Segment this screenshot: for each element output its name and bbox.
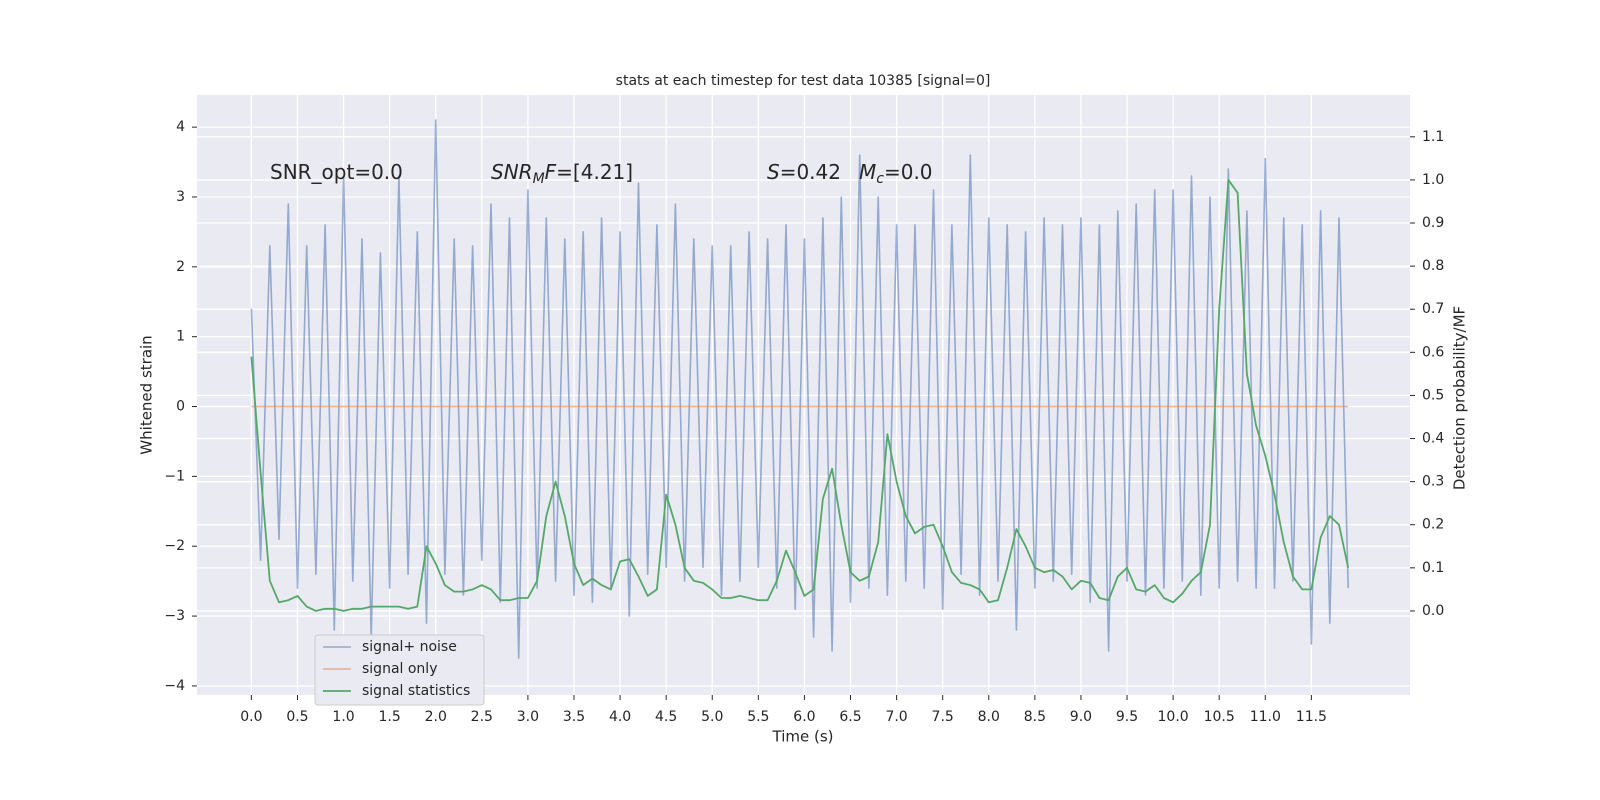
legend-label: signal+ noise bbox=[362, 639, 457, 655]
annotation-part: M bbox=[859, 160, 876, 184]
y2-tick-label: 0.3 bbox=[1422, 474, 1444, 490]
x-tick-label: 3.0 bbox=[517, 709, 539, 725]
x-tick-label: 9.0 bbox=[1070, 709, 1092, 725]
annotation: Mc=0.0 bbox=[859, 160, 933, 188]
y2-tick-label: 1.0 bbox=[1422, 172, 1444, 188]
annotation-part: F bbox=[545, 160, 557, 184]
annotation-part: SNR_opt=0.0 bbox=[270, 160, 403, 184]
y2-tick-label: 0.1 bbox=[1422, 560, 1444, 576]
annotation-part: =[4.21] bbox=[556, 160, 633, 184]
x-tick-label: 1.5 bbox=[379, 709, 401, 725]
chart-title: stats at each timestep for test data 103… bbox=[616, 73, 991, 89]
x-tick-label: 4.5 bbox=[655, 709, 677, 725]
x-tick-label: 10.5 bbox=[1204, 709, 1235, 725]
annotation-part: M bbox=[533, 171, 545, 187]
y-tick-label: 3 bbox=[176, 189, 185, 205]
y-tick-label: −4 bbox=[164, 678, 185, 694]
x-tick-label: 4.0 bbox=[609, 709, 631, 725]
legend-box bbox=[314, 634, 485, 706]
series-line bbox=[250, 178, 1350, 612]
y2-tick-label: 0.5 bbox=[1422, 387, 1444, 403]
y-tick-label: −2 bbox=[164, 538, 185, 554]
annotation-part: =0.42 bbox=[780, 160, 841, 184]
y2-tick-label: 0.9 bbox=[1422, 215, 1444, 231]
x-tick-label: 0.5 bbox=[286, 709, 308, 725]
series-line bbox=[250, 119, 1349, 659]
x-tick-label: 9.5 bbox=[1116, 709, 1138, 725]
annotation-part: c bbox=[876, 171, 884, 187]
y2-tick-label: 0.4 bbox=[1422, 431, 1444, 447]
x-tick-label: 8.5 bbox=[1024, 709, 1046, 725]
legend-label: signal statistics bbox=[362, 683, 470, 699]
x-tick-label: 5.5 bbox=[747, 709, 769, 725]
x-tick-label: 2.0 bbox=[425, 709, 447, 725]
y-tick-label: 2 bbox=[176, 259, 185, 275]
y-tick-label: −3 bbox=[164, 608, 185, 624]
x-tick-label: 5.0 bbox=[701, 709, 723, 725]
x-axis-label: Time (s) bbox=[772, 728, 834, 746]
y-tick-label: 1 bbox=[176, 329, 185, 345]
y2-tick-label: 1.1 bbox=[1422, 129, 1444, 145]
annotation-part: S bbox=[767, 160, 780, 184]
y2-tick-label: 0.8 bbox=[1422, 258, 1444, 274]
x-tick-label: 7.5 bbox=[932, 709, 954, 725]
annotation-part: =0.0 bbox=[884, 160, 933, 184]
x-tick-label: 1.0 bbox=[332, 709, 354, 725]
annotation: S=0.42 bbox=[767, 160, 841, 184]
annotation-part: SNR bbox=[491, 160, 533, 184]
x-tick-label: 0.0 bbox=[240, 709, 262, 725]
x-tick-label: 11.0 bbox=[1250, 709, 1281, 725]
x-tick-label: 10.0 bbox=[1158, 709, 1189, 725]
y2-tick-label: 0.6 bbox=[1422, 344, 1444, 360]
y2-axis-label: Detection probability/MF bbox=[1451, 306, 1469, 490]
x-tick-label: 2.5 bbox=[471, 709, 493, 725]
x-tick-label: 11.5 bbox=[1296, 709, 1327, 725]
y2-tick-label: 0.0 bbox=[1422, 603, 1444, 619]
annotation: SNRMF=[4.21] bbox=[491, 160, 633, 188]
y2-tick-label: 0.2 bbox=[1422, 517, 1444, 533]
x-tick-label: 6.0 bbox=[793, 709, 815, 725]
y-tick-label: 4 bbox=[176, 119, 185, 135]
y-tick-label: 0 bbox=[176, 399, 185, 415]
x-tick-label: 7.0 bbox=[885, 709, 907, 725]
y2-tick-label: 0.7 bbox=[1422, 301, 1444, 317]
legend-label: signal only bbox=[362, 661, 437, 677]
annotation: SNR_opt=0.0 bbox=[270, 160, 403, 184]
y-tick-label: −1 bbox=[164, 468, 185, 484]
x-tick-label: 6.5 bbox=[839, 709, 861, 725]
y-axis-label: Whitened strain bbox=[138, 335, 156, 454]
x-tick-label: 3.5 bbox=[563, 709, 585, 725]
x-tick-label: 8.0 bbox=[978, 709, 1000, 725]
